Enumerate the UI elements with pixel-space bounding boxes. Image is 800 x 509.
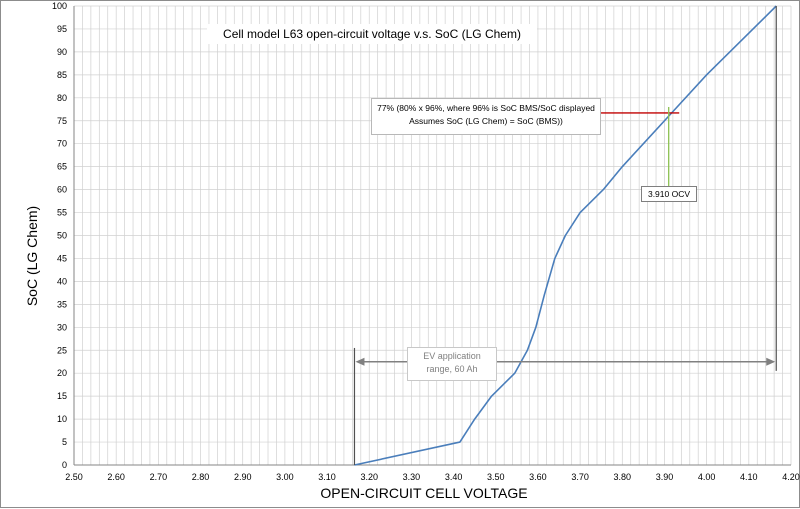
note-callout: 77% (80% x 96%, where 96% is SoC BMS/SoC… — [371, 98, 601, 135]
x-tick-label: 3.90 — [656, 472, 674, 482]
x-tick-label: 2.80 — [192, 472, 210, 482]
x-tick-label: 4.20 — [782, 472, 800, 482]
range-line-1: EV application — [423, 351, 481, 361]
x-tick-label: 2.50 — [65, 472, 83, 482]
annotation-layer — [353, 6, 777, 465]
range-line-2: range, 60 Ah — [426, 364, 478, 374]
y-tick-label: 20 — [57, 368, 67, 378]
y-tick-label: 65 — [57, 162, 67, 172]
x-tick-label: 3.60 — [529, 472, 547, 482]
note-line-1: 77% (80% x 96%, where 96% is SoC BMS/SoC… — [377, 103, 595, 113]
x-tick-label: 2.90 — [234, 472, 252, 482]
y-tick-label: 80 — [57, 93, 67, 103]
x-tick-label: 2.70 — [150, 472, 168, 482]
y-tick-label: 85 — [57, 70, 67, 80]
x-tick-label: 3.70 — [571, 472, 589, 482]
y-tick-label: 95 — [57, 24, 67, 34]
y-tick-label: 50 — [57, 231, 67, 241]
tick-labels: 2.50 2.60 2.70 2.80 2.90 3.00 3.10 3.20 3.30 3.40… — [52, 1, 800, 482]
series-layer — [354, 5, 777, 466]
y-tick-label: 40 — [57, 276, 67, 286]
y-tick-label: 25 — [57, 345, 67, 355]
y-tick-label: 100 — [52, 1, 67, 11]
range-arrowhead-left — [355, 357, 365, 366]
ocv-callout: 3.910 OCV — [641, 186, 697, 202]
y-tick-label: 5 — [62, 437, 67, 447]
range-arrowhead-right — [766, 357, 776, 366]
x-tick-label: 3.30 — [403, 472, 421, 482]
x-tick-label: 3.80 — [614, 472, 632, 482]
axes-layer — [73, 6, 791, 466]
x-tick-label: 3.00 — [276, 472, 294, 482]
y-tick-label: 30 — [57, 322, 67, 332]
y-tick-label: 45 — [57, 253, 67, 263]
y-tick-label: 70 — [57, 139, 67, 149]
x-tick-label: 2.60 — [107, 472, 125, 482]
x-tick-label: 3.10 — [318, 472, 336, 482]
y-tick-label: 35 — [57, 299, 67, 309]
y-tick-label: 75 — [57, 116, 67, 126]
grid-layer — [73, 5, 792, 466]
y-axis-title: SoC (LG Chem) — [24, 206, 40, 306]
y-tick-label: 0 — [62, 460, 67, 470]
y-tick-label: 60 — [57, 185, 67, 195]
x-tick-label: 4.10 — [740, 472, 758, 482]
x-tick-label: 3.20 — [360, 472, 378, 482]
chart-title: Cell model L63 open-circuit voltage v.s.… — [207, 24, 537, 44]
note-line-2: Assumes SoC (LG Chem) = SoC (BMS)) — [409, 116, 563, 126]
x-axis-title: OPEN-CIRCUIT CELL VOLTAGE — [320, 485, 527, 501]
y-tick-label: 55 — [57, 208, 67, 218]
x-tick-label: 3.40 — [445, 472, 463, 482]
y-tick-label: 15 — [57, 391, 67, 401]
series-line — [354, 5, 777, 466]
y-tick-label: 90 — [57, 47, 67, 57]
x-tick-label: 4.00 — [698, 472, 716, 482]
y-tick-label: 10 — [57, 414, 67, 424]
x-tick-label: 3.50 — [487, 472, 505, 482]
range-callout: EV application range, 60 Ah — [407, 347, 497, 381]
